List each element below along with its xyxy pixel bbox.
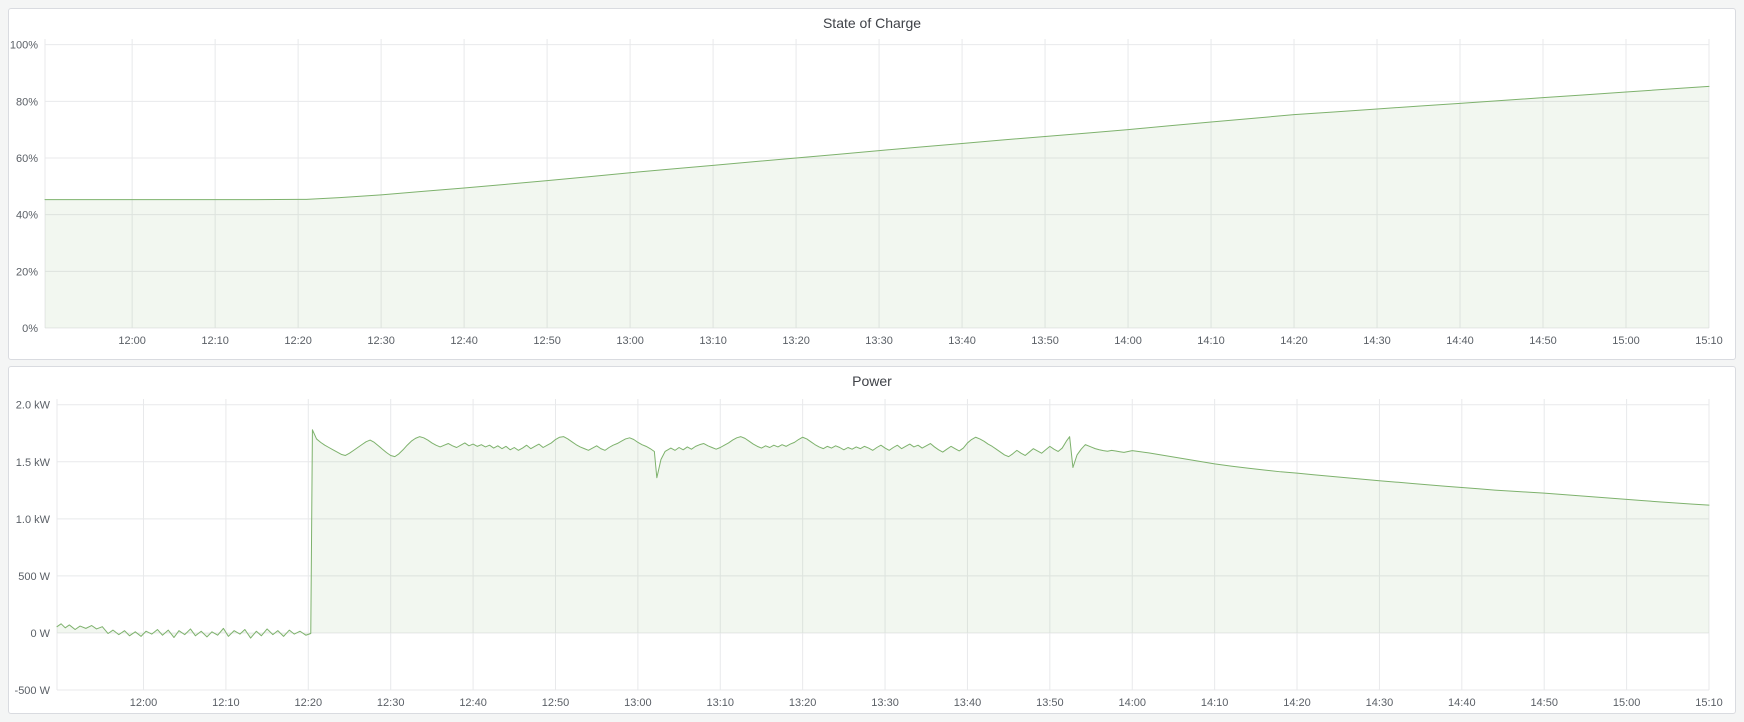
y-tick-label: 60% <box>16 153 38 165</box>
x-tick-label: 13:40 <box>948 335 976 347</box>
x-tick-label: 12:10 <box>212 697 240 709</box>
series-line <box>56 429 1710 639</box>
power-panel-title[interactable]: Power <box>852 373 892 389</box>
state-of-charge-panel: State of Charge 0% 20% 40% 60% 80% 100% 12:00 1… <box>8 8 1736 360</box>
y-tick-label: 1.5 kW <box>16 457 51 469</box>
x-tick-label: 13:20 <box>789 697 817 709</box>
x-tick-label: 14:00 <box>1114 335 1142 347</box>
y-tick-label: 40% <box>16 210 38 222</box>
state-of-charge-chart[interactable]: 0% 20% 40% 60% 80% 100% 12:00 12:10 12:20 12:30 12… <box>9 37 1735 359</box>
x-tick-label: 13:30 <box>865 335 893 347</box>
x-tick-label: 13:50 <box>1036 697 1064 709</box>
x-tick-label: 13:10 <box>699 335 727 347</box>
y-tick-label: 80% <box>16 96 38 108</box>
power-panel: Power -500 W 0 W 500 W 1.0 kW 1.5 kW 2.0 kW 12… <box>8 366 1736 714</box>
power-chart-wrap: -500 W 0 W 500 W 1.0 kW 1.5 kW 2.0 kW 12:00 12:… <box>9 395 1735 713</box>
x-tick-label: 14:50 <box>1530 697 1558 709</box>
x-tick-label: 13:10 <box>707 697 735 709</box>
state-of-charge-panel-title[interactable]: State of Charge <box>822 15 922 31</box>
x-tick-label: 12:50 <box>533 335 561 347</box>
y-tick-label: 500 W <box>18 571 50 583</box>
series-area-fill <box>57 429 1709 639</box>
x-tick-label: 12:00 <box>118 335 146 347</box>
x-tick-label: 15:00 <box>1612 335 1640 347</box>
x-tick-label: 15:00 <box>1613 697 1641 709</box>
y-tick-label: 2.0 kW <box>16 400 51 412</box>
x-tick-label: 12:40 <box>459 697 487 709</box>
state-of-charge-chart-wrap: 0% 20% 40% 60% 80% 100% 12:00 12:10 12:20 12:30 12… <box>9 37 1735 359</box>
x-tick-label: 14:00 <box>1118 697 1146 709</box>
power-chart[interactable]: -500 W 0 W 500 W 1.0 kW 1.5 kW 2.0 kW 12:00 12:… <box>9 395 1735 713</box>
y-tick-label: -500 W <box>15 685 51 697</box>
x-tick-label: 12:20 <box>284 335 312 347</box>
series-line <box>44 85 1710 201</box>
x-tick-label: 13:20 <box>782 335 810 347</box>
x-tick-label: 13:30 <box>871 697 899 709</box>
series-area-fill <box>45 86 1709 328</box>
x-tick-label: 13:00 <box>624 697 652 709</box>
x-tick-label: 13:50 <box>1031 335 1059 347</box>
x-tick-label: 12:50 <box>542 697 570 709</box>
x-tick-label: 14:20 <box>1283 697 1311 709</box>
x-tick-label: 14:30 <box>1366 697 1394 709</box>
x-tick-label: 12:10 <box>201 335 229 347</box>
x-tick-label: 15:10 <box>1695 335 1723 347</box>
x-tick-label: 12:00 <box>130 697 158 709</box>
x-tick-label: 14:50 <box>1529 335 1557 347</box>
x-tick-label: 12:40 <box>450 335 478 347</box>
y-tick-label: 1.0 kW <box>16 514 51 526</box>
y-tick-label: 0% <box>22 323 38 335</box>
x-tick-label: 13:00 <box>616 335 644 347</box>
x-tick-label: 14:30 <box>1363 335 1391 347</box>
x-tick-label: 13:40 <box>954 697 982 709</box>
x-tick-label: 14:10 <box>1201 697 1229 709</box>
y-tick-label: 0 W <box>30 628 50 640</box>
x-tick-label: 14:10 <box>1197 335 1225 347</box>
x-tick-label: 12:20 <box>295 697 323 709</box>
x-tick-label: 15:10 <box>1695 697 1723 709</box>
y-tick-label: 100% <box>10 40 38 52</box>
x-tick-label: 14:40 <box>1446 335 1474 347</box>
x-tick-label: 12:30 <box>367 335 395 347</box>
x-tick-label: 12:30 <box>377 697 405 709</box>
x-tick-label: 14:20 <box>1280 335 1308 347</box>
x-tick-label: 14:40 <box>1448 697 1476 709</box>
y-tick-label: 20% <box>16 266 38 278</box>
